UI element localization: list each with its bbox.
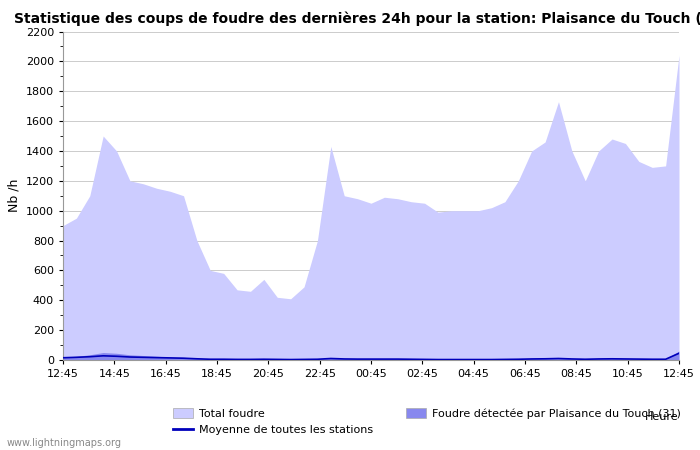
Text: www.lightningmaps.org: www.lightningmaps.org xyxy=(7,438,122,448)
Y-axis label: Nb /h: Nb /h xyxy=(7,179,20,212)
Legend: Total foudre, Moyenne de toutes les stations, Foudre détectée par Plaisance du T: Total foudre, Moyenne de toutes les stat… xyxy=(174,408,680,435)
Text: Heure: Heure xyxy=(645,412,679,422)
Title: Statistique des coups de foudre des dernières 24h pour la station: Plaisance du : Statistique des coups de foudre des dern… xyxy=(14,12,700,26)
